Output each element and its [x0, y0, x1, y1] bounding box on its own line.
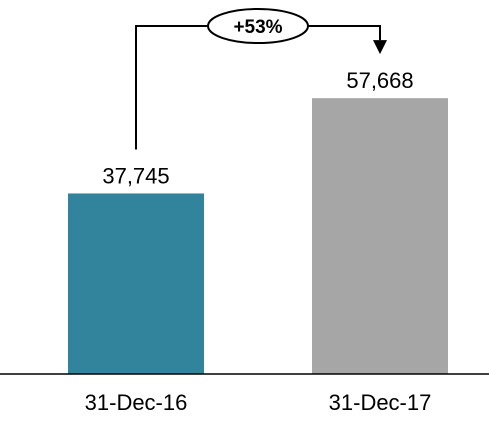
bar-2: [312, 98, 448, 375]
value-labels-group: 37,745 57,668: [102, 68, 413, 188]
data-label-2: 57,668: [346, 68, 413, 93]
change-arrow-icon: [373, 40, 387, 55]
bar-1: [68, 193, 204, 374]
x-tick-label-1: 31-Dec-16: [85, 390, 188, 415]
x-tick-label-2: 31-Dec-17: [329, 390, 432, 415]
x-axis-tick-labels: 31-Dec-16 31-Dec-17: [85, 390, 432, 415]
data-label-1: 37,745: [102, 163, 169, 188]
bars-group: [68, 98, 448, 375]
change-percentage-label: +53%: [233, 17, 282, 38]
change-badge: [207, 8, 309, 44]
